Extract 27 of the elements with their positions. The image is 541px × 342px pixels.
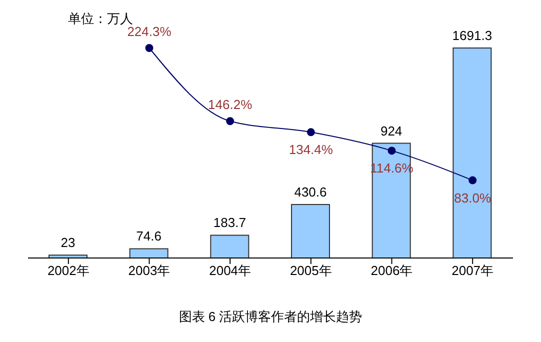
x-tick-label: 2002年	[47, 263, 90, 278]
x-tick-label: 2005年	[290, 263, 332, 278]
point	[306, 128, 315, 136]
bar	[291, 204, 330, 258]
data-label: 430.6	[294, 184, 327, 200]
bar	[129, 248, 168, 258]
data-label: 924	[380, 123, 402, 138]
point	[468, 176, 477, 184]
x-tick-label: 2004年	[209, 263, 252, 278]
bar	[372, 142, 411, 258]
x-tick-label: 2006年	[370, 263, 413, 278]
data-label: 183.7	[213, 215, 246, 230]
data-label: 146.2%	[208, 97, 253, 112]
data-label: 23	[60, 235, 76, 250]
data-label: 224.3%	[127, 24, 172, 39]
data-label: 74.6	[136, 228, 162, 244]
data-label: 1691.3	[452, 28, 492, 43]
bar	[452, 48, 492, 258]
data-label: 134.4%	[288, 142, 334, 158]
point	[388, 146, 396, 155]
point	[145, 44, 154, 52]
x-tick-label: 2003年	[128, 263, 170, 278]
y-axis-title: 单位：万人	[68, 10, 133, 26]
text: 图表 6 活跃博客作者的增长趋势	[178, 308, 364, 326]
bar	[210, 234, 250, 258]
x-tick-label: 2007年	[452, 263, 494, 278]
point	[226, 117, 234, 126]
